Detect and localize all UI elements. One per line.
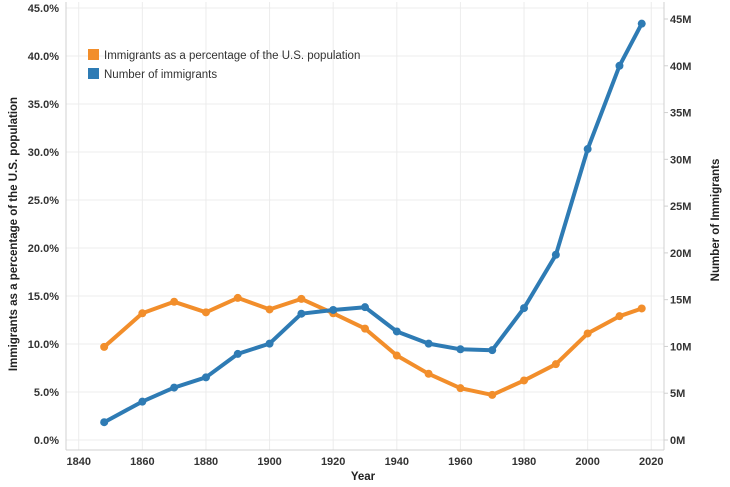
y-left-tick-label: 10.0% <box>28 339 59 351</box>
data-point-percentage <box>551 360 560 369</box>
x-tick-label: 1960 <box>448 456 472 468</box>
data-point-number <box>456 345 465 354</box>
data-point-percentage <box>488 390 497 399</box>
legend-swatch-percentage <box>88 49 99 60</box>
series-line-percentage <box>102 295 644 397</box>
y-right-tick-label: 10M <box>670 341 691 353</box>
y-left-tick-label: 15.0% <box>28 291 59 303</box>
x-tick-label: 1860 <box>130 456 154 468</box>
y-right-tick-label: 45M <box>670 14 691 26</box>
data-point-percentage <box>233 293 242 302</box>
data-point-percentage <box>520 376 529 385</box>
y-right-tick-label: 40M <box>670 61 691 73</box>
data-point-number <box>520 304 529 313</box>
y-left-tick-label: 35.0% <box>28 99 59 111</box>
left-axis-title: Immigrants as a percentage of the U.S. p… <box>8 97 20 371</box>
data-point-number <box>615 61 624 70</box>
data-point-number <box>170 383 179 392</box>
series-line-number <box>102 21 644 425</box>
right-axis-title: Number of Immigrants <box>710 159 722 282</box>
y-left-tick-label: 25.0% <box>28 195 59 207</box>
data-point-number <box>392 327 401 336</box>
y-left-tick-label: 5.0% <box>34 387 59 399</box>
y-right-tick-label: 35M <box>670 108 691 120</box>
y-right-tick-label: 15M <box>670 295 691 307</box>
data-point-percentage <box>615 312 624 321</box>
data-point-number <box>100 418 109 427</box>
data-point-number <box>637 19 646 28</box>
data-point-percentage <box>170 297 179 306</box>
series <box>100 19 646 427</box>
right-axis-ticks: 0M 5M 10M 15M 20M 25M 30M 35M 40M 45M <box>664 14 691 447</box>
data-point-percentage <box>637 304 646 313</box>
legend: Immigrants as a percentage of the U.S. p… <box>88 49 360 81</box>
y-left-tick-label: 0.0% <box>34 435 59 447</box>
y-left-tick-label: 20.0% <box>28 243 59 255</box>
data-point-number <box>424 339 433 348</box>
data-point-percentage <box>456 384 465 393</box>
x-tick-label: 2020 <box>639 456 663 468</box>
x-tick-label: 1900 <box>257 456 281 468</box>
y-left-tick-label: 45.0% <box>28 3 59 15</box>
y-right-tick-label: 5M <box>670 388 685 400</box>
data-point-percentage <box>265 305 274 314</box>
data-point-percentage <box>392 351 401 360</box>
data-point-percentage <box>138 309 147 318</box>
data-point-number <box>201 373 210 382</box>
legend-swatch-number <box>88 68 99 79</box>
y-right-tick-label: 25M <box>670 201 691 213</box>
grid <box>66 2 664 450</box>
x-tick-label: 2000 <box>575 456 599 468</box>
y-right-tick-label: 0M <box>670 435 685 447</box>
data-point-percentage <box>201 308 210 317</box>
y-right-tick-label: 30M <box>670 154 691 166</box>
legend-label-number: Number of immigrants <box>104 69 217 81</box>
y-left-tick-label: 40.0% <box>28 51 59 63</box>
x-tick-label: 1920 <box>321 456 345 468</box>
data-point-percentage <box>297 294 306 303</box>
x-tick-label: 1880 <box>194 456 218 468</box>
data-point-number <box>138 397 147 406</box>
data-point-number <box>488 346 497 355</box>
data-point-number <box>329 305 338 314</box>
data-point-number <box>551 250 560 259</box>
x-tick-label: 1940 <box>385 456 409 468</box>
data-point-percentage <box>361 324 369 333</box>
y-right-tick-label: 20M <box>670 248 691 260</box>
data-point-number <box>233 349 242 358</box>
data-point-number <box>361 303 369 312</box>
legend-label-percentage: Immigrants as a percentage of the U.S. p… <box>104 50 360 62</box>
data-point-number <box>265 339 274 348</box>
data-point-percentage <box>583 329 592 338</box>
data-point-percentage <box>100 342 109 351</box>
x-tick-label: 1840 <box>66 456 90 468</box>
data-point-percentage <box>424 369 433 378</box>
data-point-number <box>583 145 592 154</box>
x-tick-label: 1980 <box>512 456 536 468</box>
left-axis-ticks: 0.0% 5.0% 10.0% 15.0% 20.0% 25.0% 30.0% 35.0% 40… <box>28 3 59 447</box>
data-point-number <box>297 309 306 318</box>
x-axis-ticks: 1840 1860 1880 1900 1920 1940 1960 1980 2000 2020 <box>66 456 663 468</box>
x-axis-title: Year <box>351 471 376 483</box>
y-left-tick-label: 30.0% <box>28 147 59 159</box>
